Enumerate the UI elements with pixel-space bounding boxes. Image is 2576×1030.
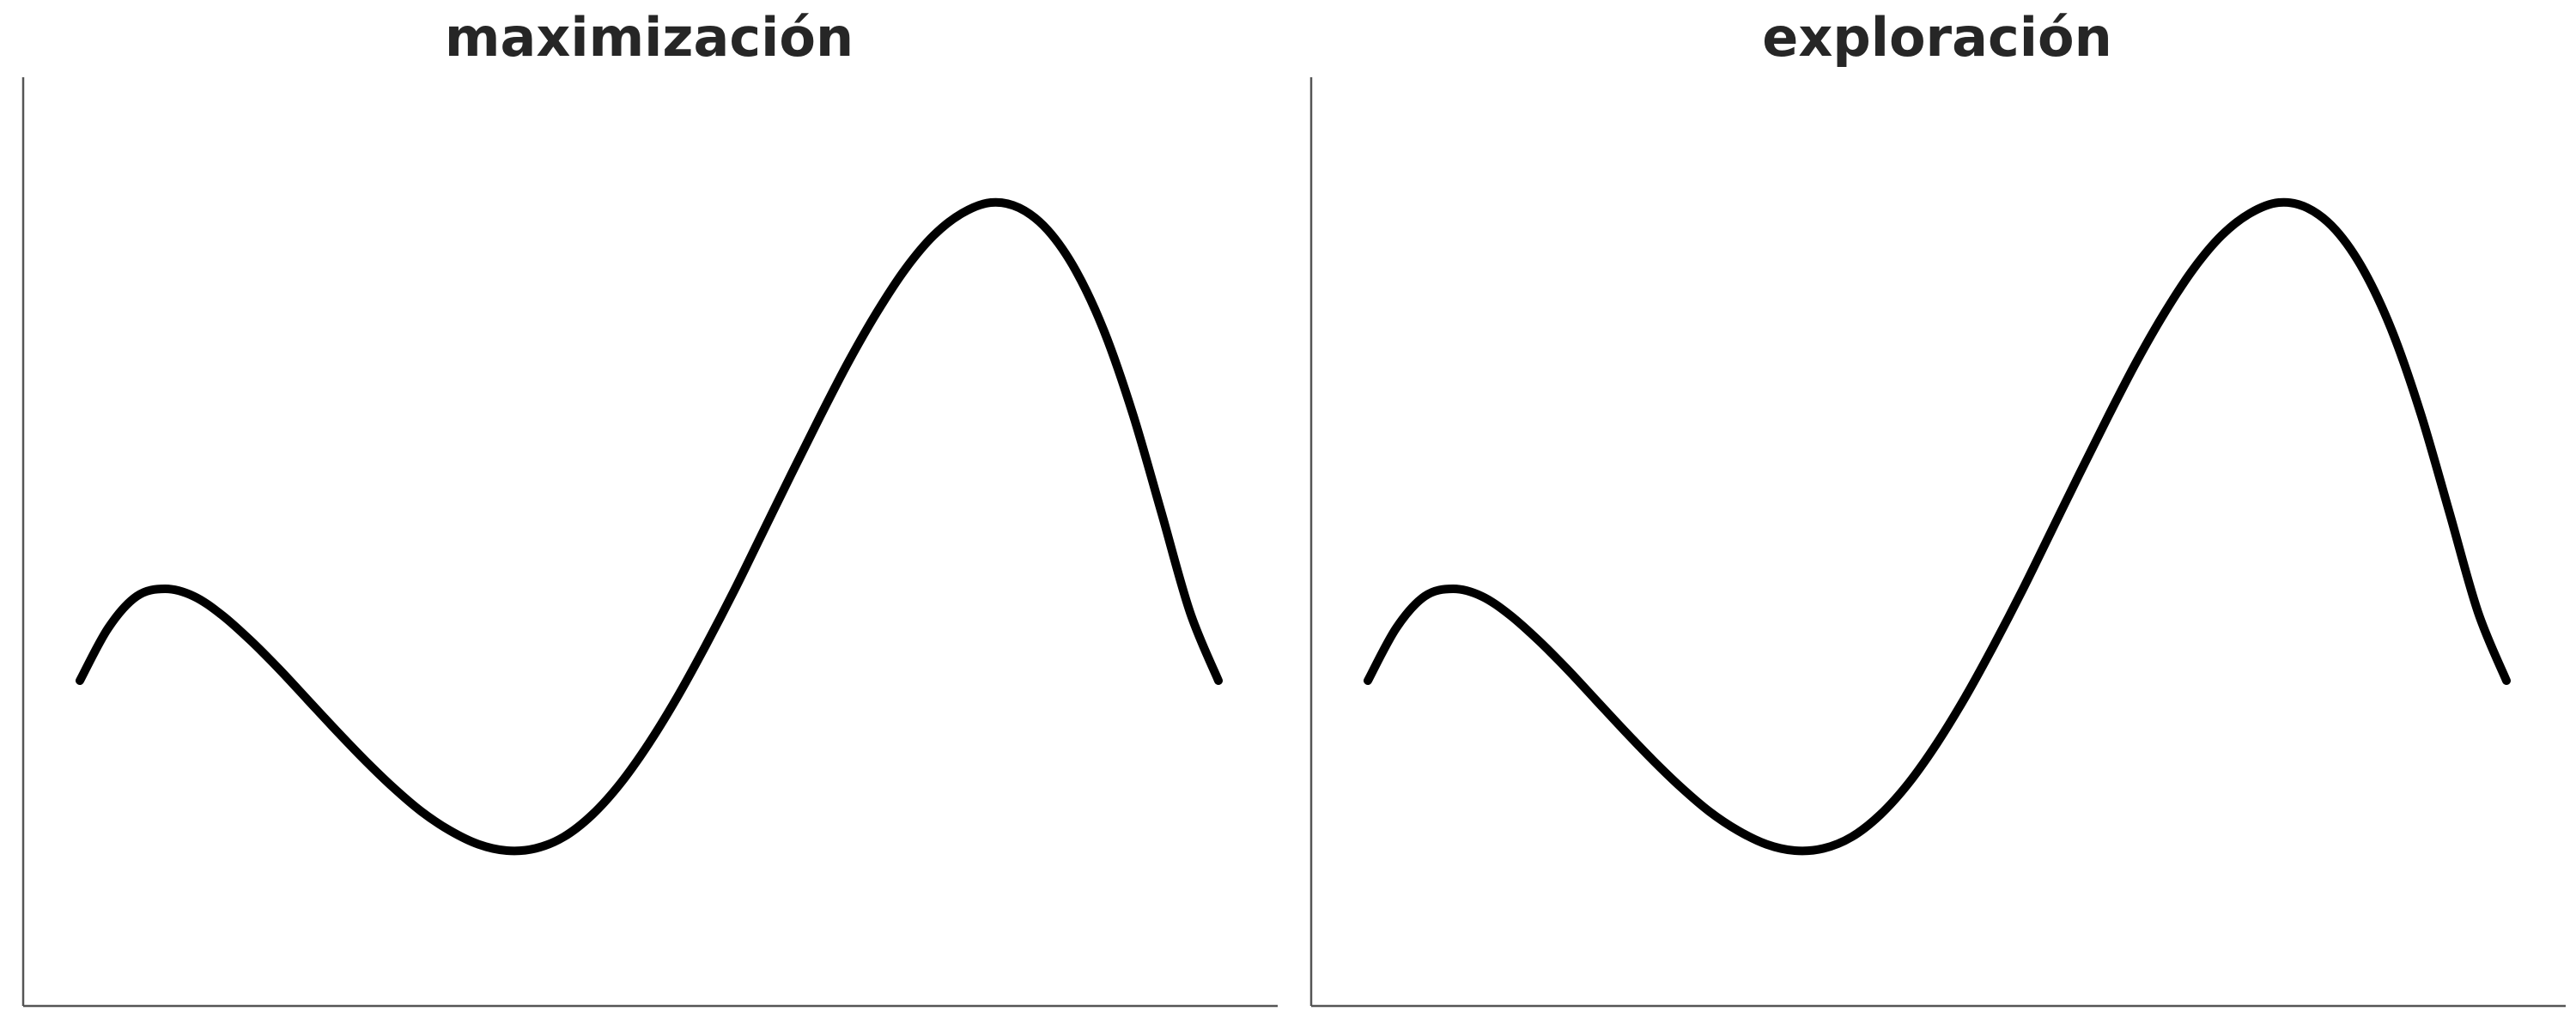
chart-title: maximización bbox=[444, 6, 854, 69]
series-line-0 bbox=[1364, 197, 2511, 856]
plot-area bbox=[21, 77, 1278, 1008]
plot-area bbox=[1309, 77, 2566, 1008]
chart-panel-maximizacion: maximización bbox=[21, 6, 1278, 1008]
chart-title: exploración bbox=[1762, 6, 2112, 69]
series-line-0 bbox=[76, 197, 1223, 856]
chart-panel-exploracion: exploración bbox=[1288, 0, 2576, 1030]
